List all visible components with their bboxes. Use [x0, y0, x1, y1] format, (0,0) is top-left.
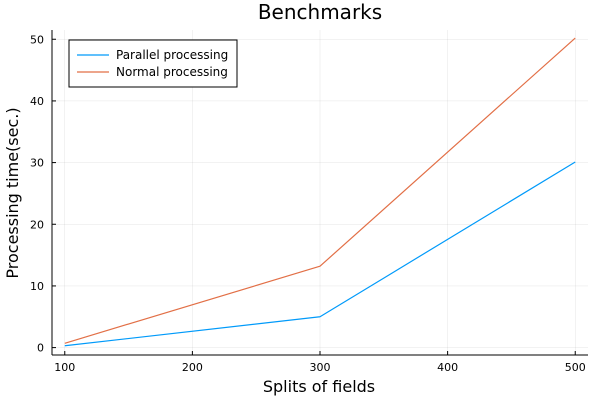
series-layer — [64, 37, 576, 347]
x-tick-label: 500 — [565, 361, 586, 374]
x-tick-label: 200 — [182, 361, 203, 374]
x-axis-label: Splits of fields — [263, 377, 375, 396]
x-tick-label: 100 — [54, 361, 75, 374]
series-line-normal-processing — [64, 37, 576, 344]
x-tick-label: 300 — [310, 361, 331, 374]
legend: Parallel processing Normal processing — [68, 39, 238, 88]
y-tick-label: 40 — [30, 95, 44, 108]
legend-box — [68, 39, 238, 88]
series-line-parallel-processing — [64, 161, 576, 347]
y-tick-label: 10 — [30, 280, 44, 293]
legend-label: Parallel processing — [116, 48, 228, 62]
y-tick-label: 50 — [30, 33, 44, 46]
y-tick-label: 0 — [37, 342, 44, 355]
grid — [52, 30, 588, 355]
axes: 100 200 300 400 500 0 10 20 30 40 50 — [30, 30, 588, 374]
x-tick-label: 400 — [437, 361, 458, 374]
chart-title: Benchmarks — [258, 0, 382, 24]
legend-label: Normal processing — [116, 65, 228, 79]
y-tick-label: 20 — [30, 218, 44, 231]
y-axis-label: Processing time(sec.) — [3, 107, 22, 278]
y-tick-label: 30 — [30, 157, 44, 170]
